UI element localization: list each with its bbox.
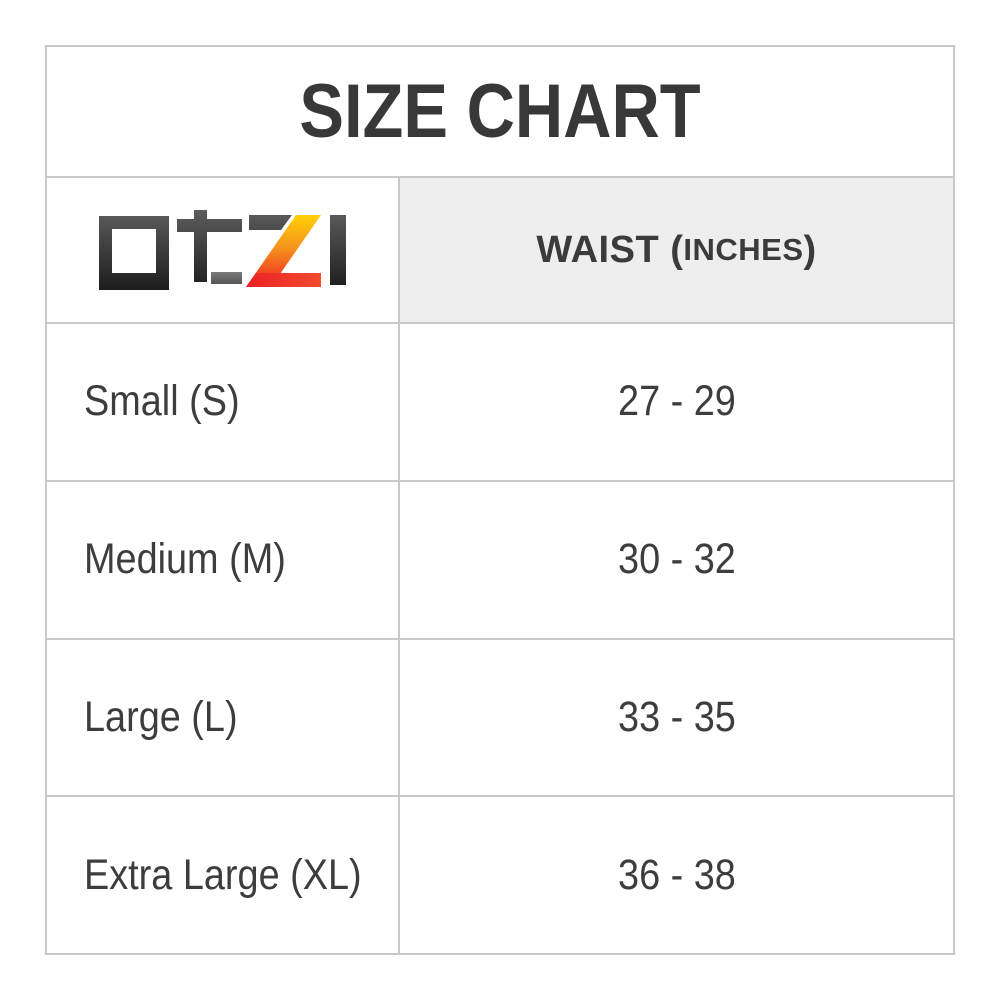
size-label: Large (L) (84, 692, 238, 741)
logo-letter-i (329, 215, 346, 285)
waist-header-cell: WAIST (INCHES) (400, 178, 953, 322)
logo-letter-z (245, 215, 321, 287)
waist-value: 30 - 32 (617, 535, 736, 584)
logo-letter-t (176, 210, 242, 284)
brand-logo-cell (47, 178, 398, 322)
table-row-small-size-cell: Small (S) (47, 324, 398, 480)
page-title: SIZE CHART (299, 69, 701, 154)
waist-value: 27 - 29 (617, 377, 736, 426)
table-row-medium-size-cell: Medium (M) (47, 481, 398, 638)
size-label: Small (S) (84, 377, 240, 426)
waist-value: 33 - 35 (617, 692, 736, 741)
logo-letter-o (98, 216, 169, 290)
size-chart-table: SIZE CHART (45, 45, 955, 955)
waist-header-unit: INCHES (683, 232, 804, 267)
table-row-xlarge-waist-cell: 36 - 38 (400, 797, 953, 953)
waist-value: 36 - 38 (617, 850, 736, 899)
waist-header-close-paren: ) (803, 228, 817, 271)
table-row-medium-waist-cell: 30 - 32 (400, 481, 953, 638)
waist-header-label: WAIST ( (536, 228, 684, 271)
table-row-xlarge-size-cell: Extra Large (XL) (47, 797, 398, 953)
table-row-small-waist-cell: 27 - 29 (400, 324, 953, 480)
table-row-large-size-cell: Large (L) (47, 639, 398, 796)
size-label: Medium (M) (84, 535, 286, 584)
size-label: Extra Large (XL) (84, 850, 362, 899)
otzi-logo (98, 210, 346, 290)
title-row: SIZE CHART (47, 47, 953, 176)
table-row-large-waist-cell: 33 - 35 (400, 639, 953, 796)
